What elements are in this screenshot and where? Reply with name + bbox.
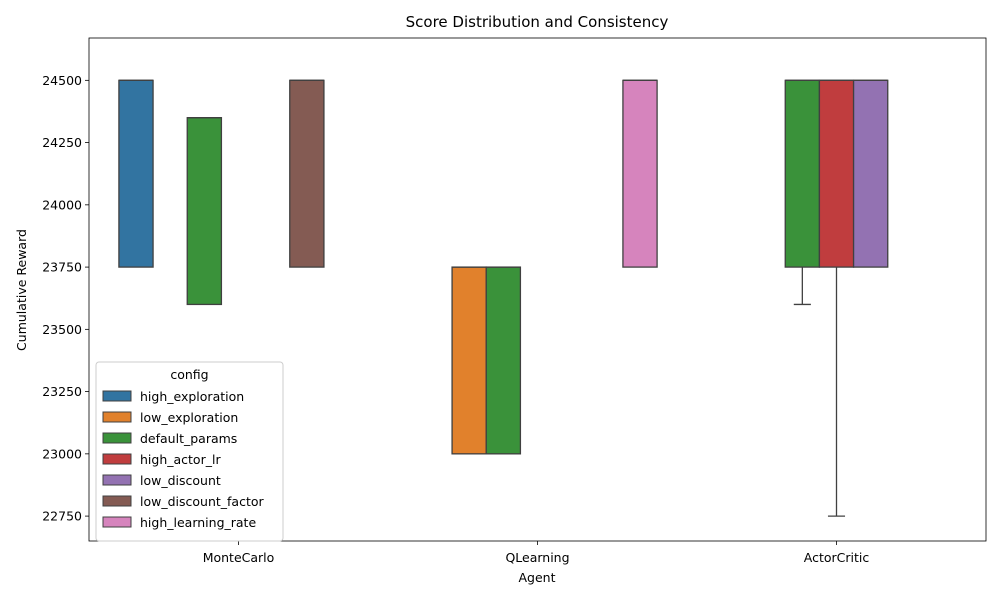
y-tick-label: 24250 [42, 135, 82, 150]
y-tick-label: 24500 [42, 73, 82, 88]
box-QLearning-low_exploration [451, 266, 487, 455]
x-tick-label: MonteCarlo [203, 550, 275, 565]
box-MonteCarlo-high_exploration [118, 79, 154, 268]
box-body [118, 79, 154, 268]
legend-entry-label: low_discount_factor [140, 494, 265, 509]
box-body [186, 117, 223, 306]
y-tick-label: 23500 [42, 322, 82, 337]
box-MonteCarlo-low_discount_factor [289, 79, 325, 268]
legend-swatch [102, 390, 132, 402]
legend-swatch [102, 474, 132, 486]
box-body [622, 79, 658, 268]
box-ActorCritic-default_params [784, 79, 821, 306]
box-QLearning-default_params [485, 266, 522, 455]
y-tick-label: 23750 [42, 260, 82, 275]
legend: config high_exploration low_explorationdef… [95, 361, 284, 542]
y-tick-label: 23250 [42, 384, 82, 399]
box-QLearning-high_learning_rate [622, 79, 658, 268]
y-tick-label: 23000 [42, 446, 82, 461]
y-tick-label: 24000 [42, 197, 82, 212]
x-axis-label: Agent [519, 570, 556, 585]
box-body [852, 79, 889, 268]
box-body [289, 79, 325, 268]
chart-title: Score Distribution and Consistency [406, 13, 669, 31]
legend-entry-label: high_learning_rate [140, 515, 256, 530]
box-body [784, 79, 821, 268]
legend-swatch [102, 495, 132, 507]
legend-entry-label: low_discount [140, 473, 221, 488]
y-axis: 22750 23000 23250 23500 23750 24000 24250 24500 [42, 73, 89, 524]
box-body [818, 79, 855, 268]
box-series [118, 79, 889, 517]
box-ActorCritic-high_actor_lr [818, 79, 855, 517]
legend-swatch [102, 411, 132, 423]
legend-title: config [170, 367, 208, 382]
box-body [451, 266, 487, 455]
box-body [485, 266, 522, 455]
box-ActorCritic-low_discount [852, 79, 889, 268]
legend-entry-label: high_actor_lr [140, 452, 221, 467]
x-tick-label: ActorCritic [804, 550, 870, 565]
legend-entry-label: low_exploration [140, 410, 238, 425]
box-MonteCarlo-default_params [186, 117, 223, 306]
x-tick-label: QLearning [505, 550, 569, 565]
plot-area-frame [88, 37, 987, 542]
y-tick-label: 22750 [42, 509, 82, 524]
legend-frame [95, 361, 284, 542]
legend-entry-label: high_exploration [140, 389, 244, 404]
legend-swatch [102, 453, 132, 465]
legend-swatch [102, 516, 132, 528]
x-axis: MonteCarlo QLearning ActorCritic [203, 541, 870, 565]
y-axis-label: Cumulative Reward [14, 229, 29, 351]
legend-entry-label: default_params [140, 431, 237, 446]
legend-swatch [102, 432, 132, 444]
